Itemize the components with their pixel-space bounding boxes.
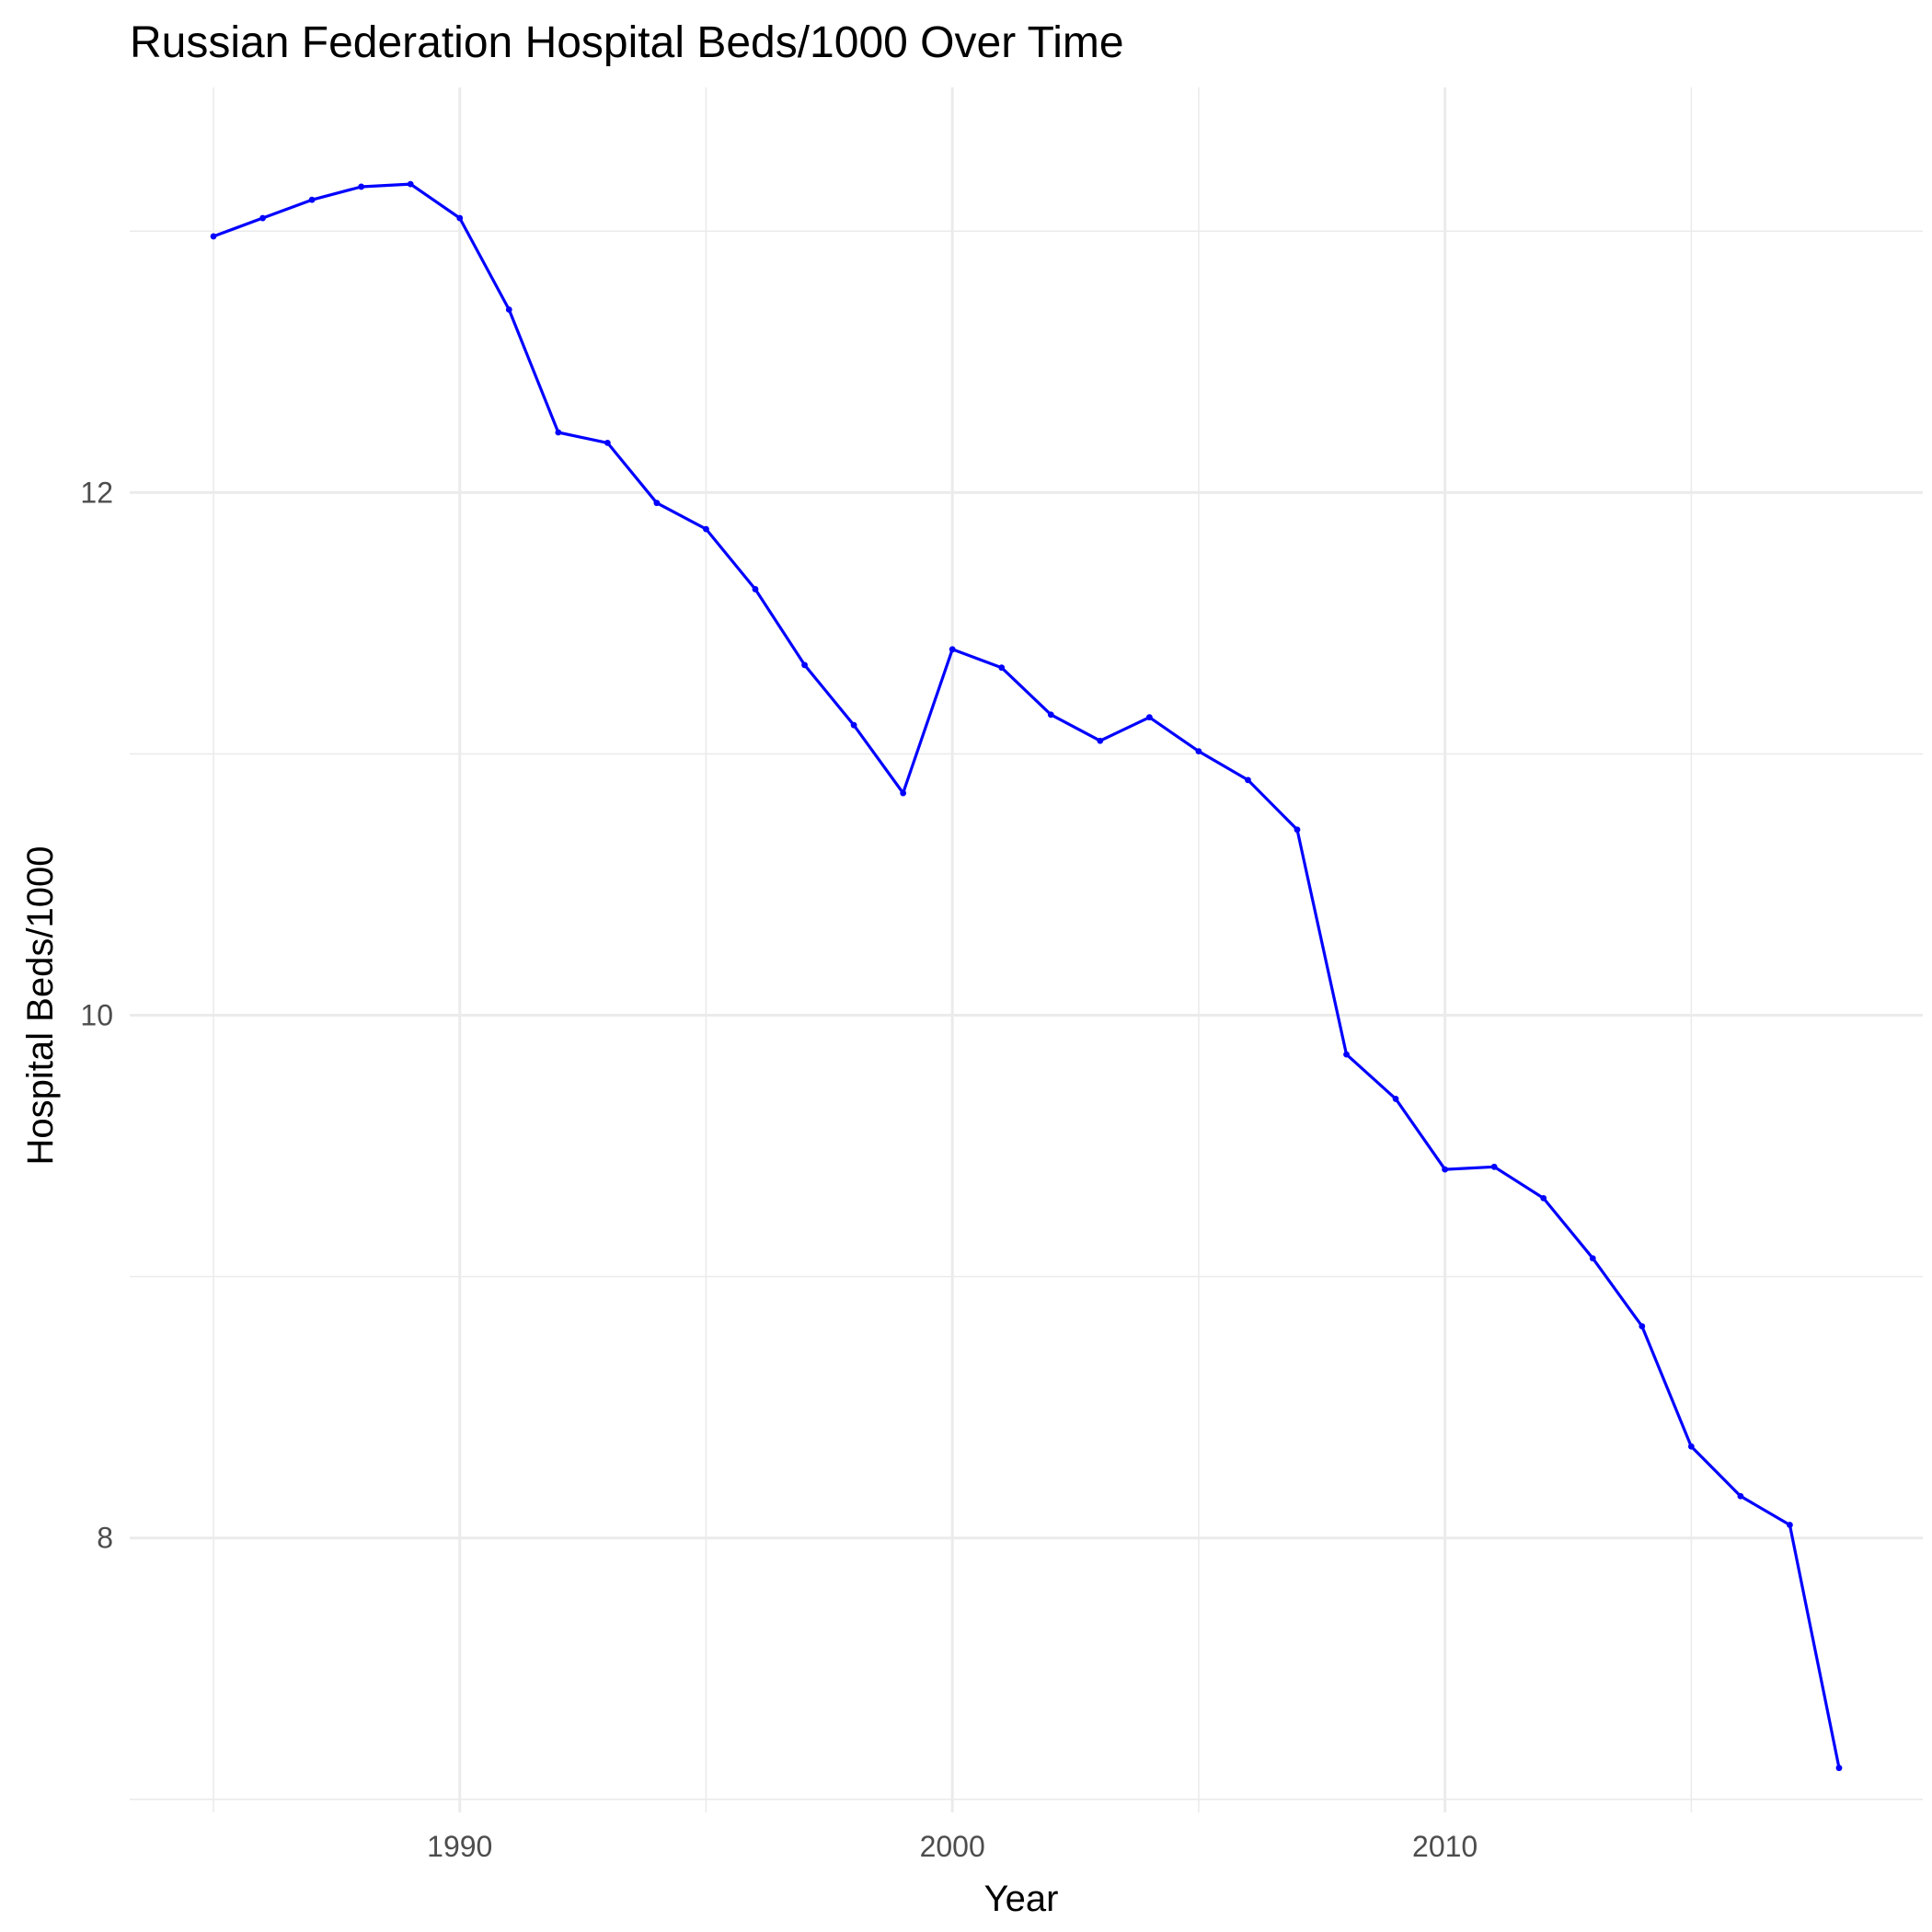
- data-point: [1787, 1522, 1793, 1528]
- x-axis-ticks: 1990 2000 2010: [427, 1830, 1478, 1863]
- data-point: [1442, 1166, 1449, 1173]
- data-point: [653, 500, 661, 507]
- data-point: [752, 586, 759, 592]
- y-tick-label: 8: [97, 1522, 113, 1555]
- data-point: [456, 214, 464, 222]
- y-axis-ticks: 8 10 12: [80, 476, 113, 1554]
- data-point: [1835, 1765, 1843, 1772]
- series-line: [212, 182, 1841, 1770]
- data-point: [358, 183, 365, 190]
- data-point: [1589, 1255, 1596, 1262]
- data-point: [1145, 714, 1153, 721]
- data-point: [1097, 737, 1104, 744]
- x-tick-label: 2000: [920, 1830, 985, 1863]
- data-point: [308, 196, 316, 203]
- data-point: [801, 661, 808, 669]
- data-point: [1737, 1492, 1744, 1500]
- chart-title: Russian Federation Hospital Beds/1000 Ov…: [130, 18, 1124, 67]
- data-point: [1245, 776, 1251, 784]
- y-axis-title: Hospital Beds/1000: [20, 846, 61, 1166]
- data-point: [1490, 1163, 1498, 1170]
- data-point: [1294, 826, 1301, 834]
- data-point: [998, 664, 1006, 672]
- data-point: [1195, 748, 1202, 754]
- data-point: [210, 233, 217, 240]
- data-point: [1639, 1323, 1646, 1329]
- data-point: [1540, 1194, 1547, 1202]
- data-point: [1687, 1443, 1695, 1450]
- data-point: [850, 721, 857, 729]
- data-point: [604, 439, 611, 446]
- x-tick-label: 2010: [1412, 1830, 1478, 1863]
- x-tick-label: 1990: [427, 1830, 492, 1863]
- data-point: [259, 214, 266, 222]
- data-point: [1047, 711, 1054, 719]
- data-point: [703, 525, 709, 533]
- y-tick-label: 12: [80, 476, 113, 509]
- data-point: [505, 306, 512, 313]
- data-point: [900, 789, 907, 797]
- data-point: [1392, 1096, 1399, 1102]
- data-point: [407, 180, 414, 188]
- series-layer: [210, 180, 1843, 1772]
- y-tick-label: 10: [80, 999, 113, 1032]
- x-axis-title: Year: [984, 1879, 1059, 1919]
- data-point: [949, 646, 956, 653]
- data-point: [555, 429, 562, 436]
- data-point: [1343, 1051, 1350, 1058]
- grid: [130, 87, 1923, 1812]
